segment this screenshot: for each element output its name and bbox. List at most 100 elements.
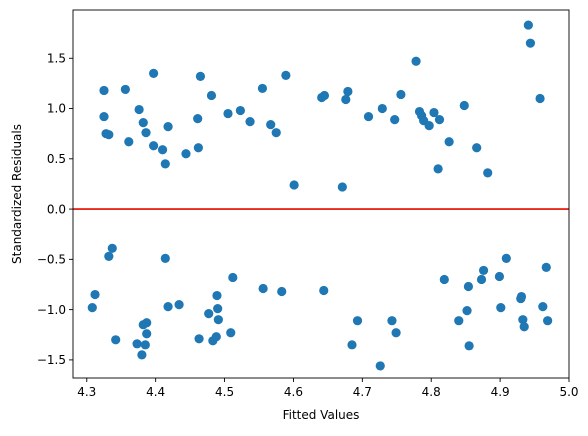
- x-axis-label: Fitted Values: [283, 408, 360, 422]
- x-tick-label: 4.9: [491, 385, 510, 399]
- data-point: [212, 290, 222, 301]
- data-point: [194, 334, 204, 344]
- data-point: [213, 304, 223, 314]
- data-point: [107, 243, 117, 253]
- data-point: [444, 137, 454, 147]
- data-point: [319, 90, 330, 101]
- data-point: [157, 145, 168, 155]
- data-point: [142, 318, 152, 328]
- data-point: [429, 107, 439, 118]
- data-point: [271, 128, 281, 138]
- data-point: [99, 111, 109, 122]
- data-point: [343, 86, 353, 97]
- data-point: [478, 265, 489, 276]
- data-point: [464, 341, 474, 351]
- data-point: [104, 130, 114, 140]
- data-point: [411, 56, 421, 66]
- data-point: [459, 100, 469, 111]
- data-point: [87, 303, 97, 313]
- data-point: [476, 274, 487, 285]
- data-point: [211, 332, 221, 342]
- data-point: [391, 328, 401, 338]
- data-point: [174, 300, 184, 310]
- data-point: [149, 141, 159, 151]
- data-point: [387, 316, 397, 326]
- data-point: [99, 85, 109, 96]
- data-point: [337, 182, 347, 192]
- x-tick-label: 4.6: [284, 385, 303, 399]
- data-point: [258, 283, 268, 294]
- x-tick-label: 4.8: [422, 385, 441, 399]
- data-point: [90, 289, 100, 300]
- data-point: [501, 253, 511, 263]
- data-point: [462, 306, 472, 316]
- y-tick-label: 0.0: [47, 202, 66, 216]
- x-tick-label: 4.4: [146, 385, 165, 399]
- x-tick-label: 4.3: [77, 385, 96, 399]
- data-point: [163, 122, 173, 132]
- x-axis-ticks: 4.3 4.4 4.5 4.6 4.7 4.8 4.9 5.0: [77, 378, 579, 399]
- x-tick-label: 5.0: [559, 385, 578, 399]
- data-point: [289, 180, 299, 190]
- data-point: [163, 302, 173, 312]
- data-point: [141, 128, 151, 138]
- data-point: [134, 104, 144, 115]
- data-point: [104, 251, 114, 261]
- y-axis-label: Standardized Residuals: [10, 124, 24, 264]
- data-point: [124, 137, 134, 147]
- data-point: [434, 115, 445, 125]
- data-point: [204, 309, 214, 319]
- data-point: [519, 322, 529, 332]
- data-point: [277, 286, 287, 297]
- data-point: [223, 108, 233, 119]
- data-point: [543, 316, 553, 326]
- x-tick-label: 4.7: [353, 385, 372, 399]
- data-point: [433, 164, 443, 174]
- data-point: [472, 143, 482, 153]
- data-point: [137, 350, 147, 360]
- data-point: [206, 90, 217, 101]
- data-point: [523, 20, 533, 30]
- data-point: [483, 168, 493, 178]
- data-point: [424, 121, 434, 131]
- data-point: [516, 291, 527, 302]
- data-point: [120, 84, 130, 95]
- data-point: [228, 272, 238, 283]
- data-point: [347, 340, 357, 350]
- data-point: [496, 303, 506, 313]
- x-tick-label: 4.5: [215, 385, 234, 399]
- y-tick-label: 1.0: [47, 102, 66, 116]
- data-point: [213, 315, 223, 325]
- y-tick-label: 0.5: [47, 152, 66, 166]
- data-point: [541, 262, 551, 272]
- data-point: [494, 271, 505, 282]
- data-point: [535, 93, 545, 104]
- data-point: [193, 143, 203, 153]
- y-tick-label: −1.0: [37, 303, 66, 317]
- data-point: [226, 328, 236, 338]
- data-point: [454, 316, 464, 326]
- data-point: [266, 120, 276, 130]
- data-point: [257, 83, 268, 94]
- data-point: [142, 329, 152, 339]
- data-point: [245, 117, 255, 127]
- data-point: [140, 340, 150, 350]
- data-point: [132, 339, 142, 349]
- data-point: [235, 105, 245, 116]
- data-point: [181, 149, 191, 159]
- data-point: [111, 335, 121, 345]
- data-point: [396, 89, 406, 100]
- data-point: [518, 315, 528, 325]
- data-point: [160, 253, 170, 263]
- y-axis-ticks: −1.5 −1.0 −0.5 0.0 0.5 1.0 1.5: [37, 51, 73, 367]
- data-point: [193, 113, 203, 124]
- y-tick-label: 1.5: [47, 51, 66, 65]
- data-point: [390, 115, 400, 125]
- plot-frame: [72, 9, 570, 379]
- y-tick-label: −1.5: [37, 353, 66, 367]
- data-point: [375, 361, 385, 371]
- data-point: [281, 70, 291, 80]
- data-point: [439, 274, 449, 285]
